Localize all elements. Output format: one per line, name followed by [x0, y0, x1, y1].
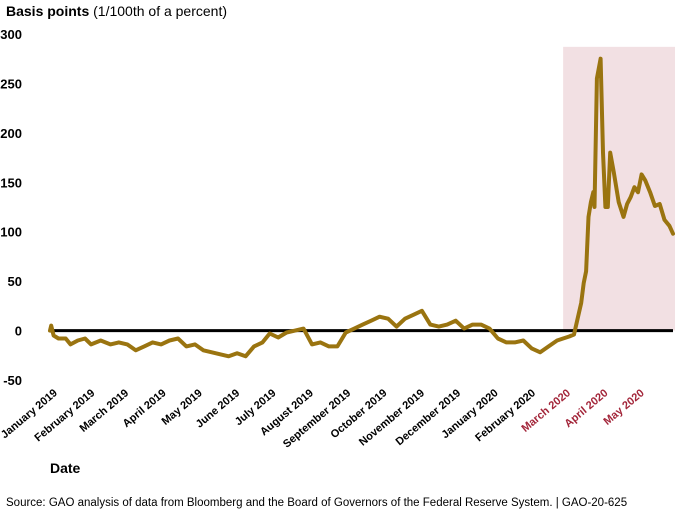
x-tick-label: May 2020	[602, 387, 647, 428]
series-line	[48, 56, 675, 359]
y-tick-label: -50	[3, 373, 22, 388]
x-tick-label: December 2019	[394, 387, 464, 448]
y-axis-title-main: Basis points	[6, 3, 90, 19]
x-tick-label: November 2019	[357, 387, 427, 448]
y-axis-title: Basis points (1/100th of a percent)	[6, 3, 227, 19]
y-tick-label: 150	[0, 175, 22, 190]
x-tick-label: September 2019	[281, 387, 353, 450]
x-axis-title: Date	[50, 460, 81, 476]
y-tick-label: 100	[0, 225, 22, 240]
y-tick-label: 250	[0, 76, 22, 91]
y-tick-label: 300	[0, 27, 22, 42]
y-tick-label: 0	[15, 324, 22, 339]
y-axis-title-unit: (1/100th of a percent)	[93, 3, 228, 19]
y-tick-label: 200	[0, 126, 22, 141]
source-note: Source: GAO analysis of data from Bloomb…	[6, 497, 628, 509]
highlight-region	[563, 46, 675, 331]
y-tick-label: 50	[8, 274, 22, 289]
